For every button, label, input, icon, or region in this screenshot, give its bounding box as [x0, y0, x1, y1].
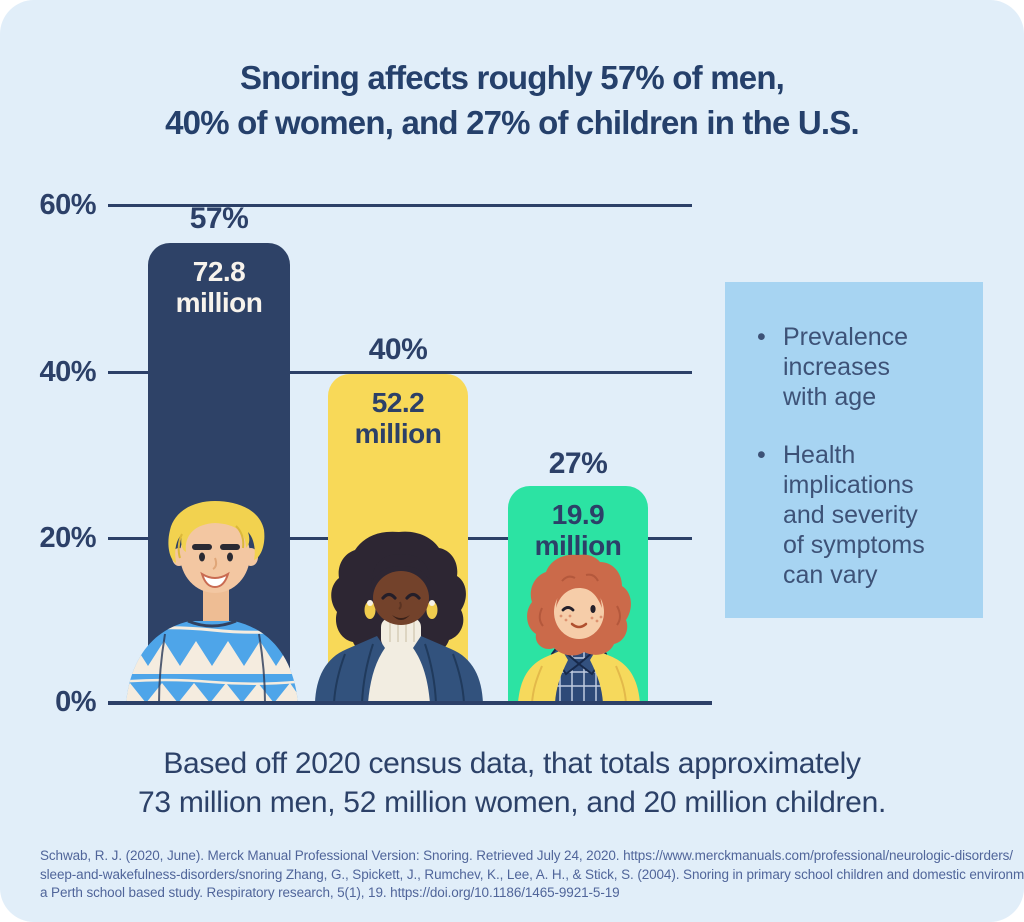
ytick-0: 0% — [55, 686, 96, 718]
citation-line-1: Schwab, R. J. (2020, June). Merck Manual… — [40, 848, 1013, 863]
ytick-20: 20% — [39, 522, 96, 554]
citation-line-2: sleep-and-wakefulness-disorders/snoring … — [40, 866, 1024, 882]
data-label-women: 40% — [368, 333, 428, 366]
gridline-40 — [108, 371, 692, 374]
woman-icon — [315, 531, 483, 703]
man-icon — [126, 501, 298, 703]
data-label-children: 27% — [548, 447, 608, 480]
bar-men: 72.8 million — [148, 243, 290, 701]
info-bullet-1: Prevalence increases with age — [755, 322, 940, 412]
bar-men-amount: 72.8 — [192, 256, 246, 287]
footer-line-1: Based off 2020 census data, that totals … — [163, 747, 861, 780]
child-icon — [518, 554, 640, 703]
bar-women-amount: 52.2 — [371, 387, 425, 418]
man-illustration — [118, 500, 306, 703]
bar-women-unit: million — [354, 418, 442, 449]
bar-children-amount: 19.9 — [551, 499, 605, 530]
data-label-men: 57% — [189, 202, 249, 235]
ytick-40: 40% — [39, 356, 96, 388]
ytick-60: 60% — [39, 189, 96, 221]
bar-men-unit: million — [175, 287, 263, 318]
gridline-60 — [108, 204, 692, 207]
title-line-1: Snoring affects roughly 57% of men, — [239, 59, 785, 96]
citation-line-3: a Perth school based study. Respiratory … — [40, 885, 620, 900]
footer-summary: Based off 2020 census data, that totals … — [0, 744, 1024, 822]
bar-women-value: 52.2 million — [328, 374, 468, 449]
info-box: Prevalence increases with age Health imp… — [725, 282, 983, 618]
info-bullet-2: Health implications and severity of symp… — [755, 440, 940, 590]
child-illustration — [512, 550, 646, 703]
title-line-2: 40% of women, and 27% of children in the… — [165, 104, 860, 141]
citation: Schwab, R. J. (2020, June). Merck Manual… — [40, 847, 1024, 903]
x-axis-baseline — [108, 701, 712, 705]
page-title: Snoring affects roughly 57% of men, 40% … — [0, 55, 1024, 145]
footer-line-2: 73 million men, 52 million women, and 20… — [138, 786, 886, 819]
bar-men-value: 72.8 million — [148, 243, 290, 318]
woman-illustration — [315, 530, 483, 703]
info-bullet-list: Prevalence increases with age Health imp… — [755, 322, 940, 590]
